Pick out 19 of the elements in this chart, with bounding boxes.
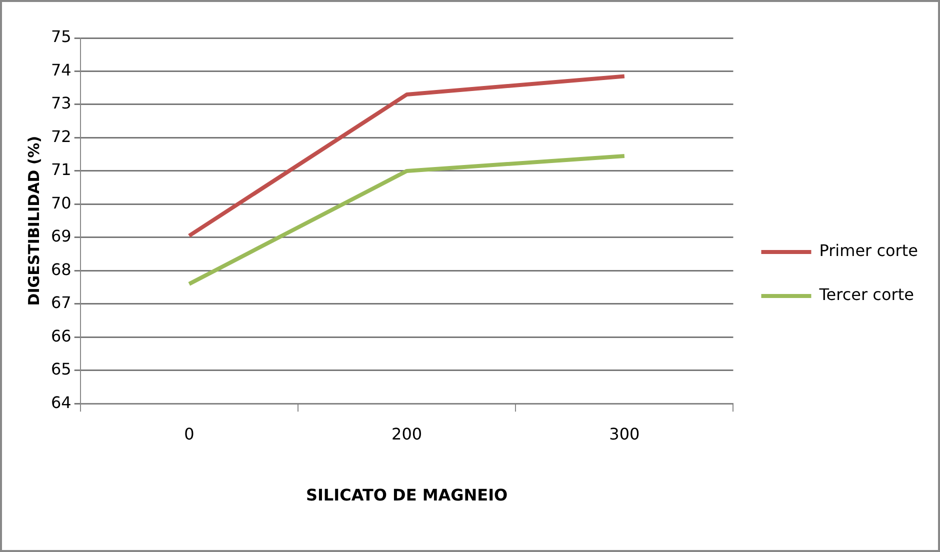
- y-tick-label: 65: [51, 360, 72, 379]
- y-tick-label: 75: [51, 27, 72, 46]
- y-tick-label: 71: [51, 160, 72, 180]
- y-tick-label: 73: [51, 94, 72, 113]
- legend-label: Primer corte: [819, 241, 918, 260]
- x-axis-title: SILICATO DE MAGNEIO: [306, 486, 508, 505]
- y-tick-label: 74: [51, 60, 72, 80]
- x-tick-label: 200: [392, 424, 422, 444]
- y-axis-title: DIGESTIBILIDAD (%): [24, 136, 43, 306]
- y-tick-label: 72: [51, 126, 72, 146]
- y-tick-label: 69: [51, 226, 72, 246]
- y-tick-label: 64: [51, 392, 72, 412]
- y-tick-label: 70: [51, 193, 72, 212]
- x-tick-label: 0: [184, 424, 194, 444]
- legend-label: Tercer corte: [818, 285, 914, 304]
- y-tick-label: 68: [51, 260, 72, 279]
- y-tick-label: 66: [51, 326, 72, 346]
- y-tick-label: 67: [51, 293, 72, 312]
- x-tick-label: 300: [609, 424, 640, 444]
